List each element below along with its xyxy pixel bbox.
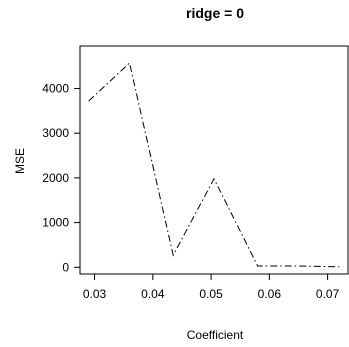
- x-tick-label: 0.03: [83, 287, 107, 301]
- y-tick-label: 3000: [42, 126, 69, 140]
- x-tick-label: 0.06: [258, 287, 282, 301]
- plot-frame: [79, 45, 349, 275]
- x-tick-label: 0.04: [141, 287, 165, 301]
- y-axis-label: MSE: [13, 148, 27, 174]
- y-tick-label: 1000: [42, 216, 69, 230]
- y-tick-label: 0: [62, 260, 69, 274]
- x-tick-label: 0.05: [199, 287, 223, 301]
- y-tick-label: 2000: [42, 171, 69, 185]
- y-axis: 0 1000 2000 3000 4000: [42, 81, 80, 274]
- x-tick-label: 0.07: [316, 287, 340, 301]
- x-axis-label: Coefficient: [187, 328, 244, 342]
- series-line: [88, 62, 340, 268]
- chart-title: ridge = 0: [186, 5, 244, 21]
- x-axis: 0.03 0.04 0.05 0.06 0.07: [83, 274, 340, 301]
- y-tick-label: 4000: [42, 81, 69, 95]
